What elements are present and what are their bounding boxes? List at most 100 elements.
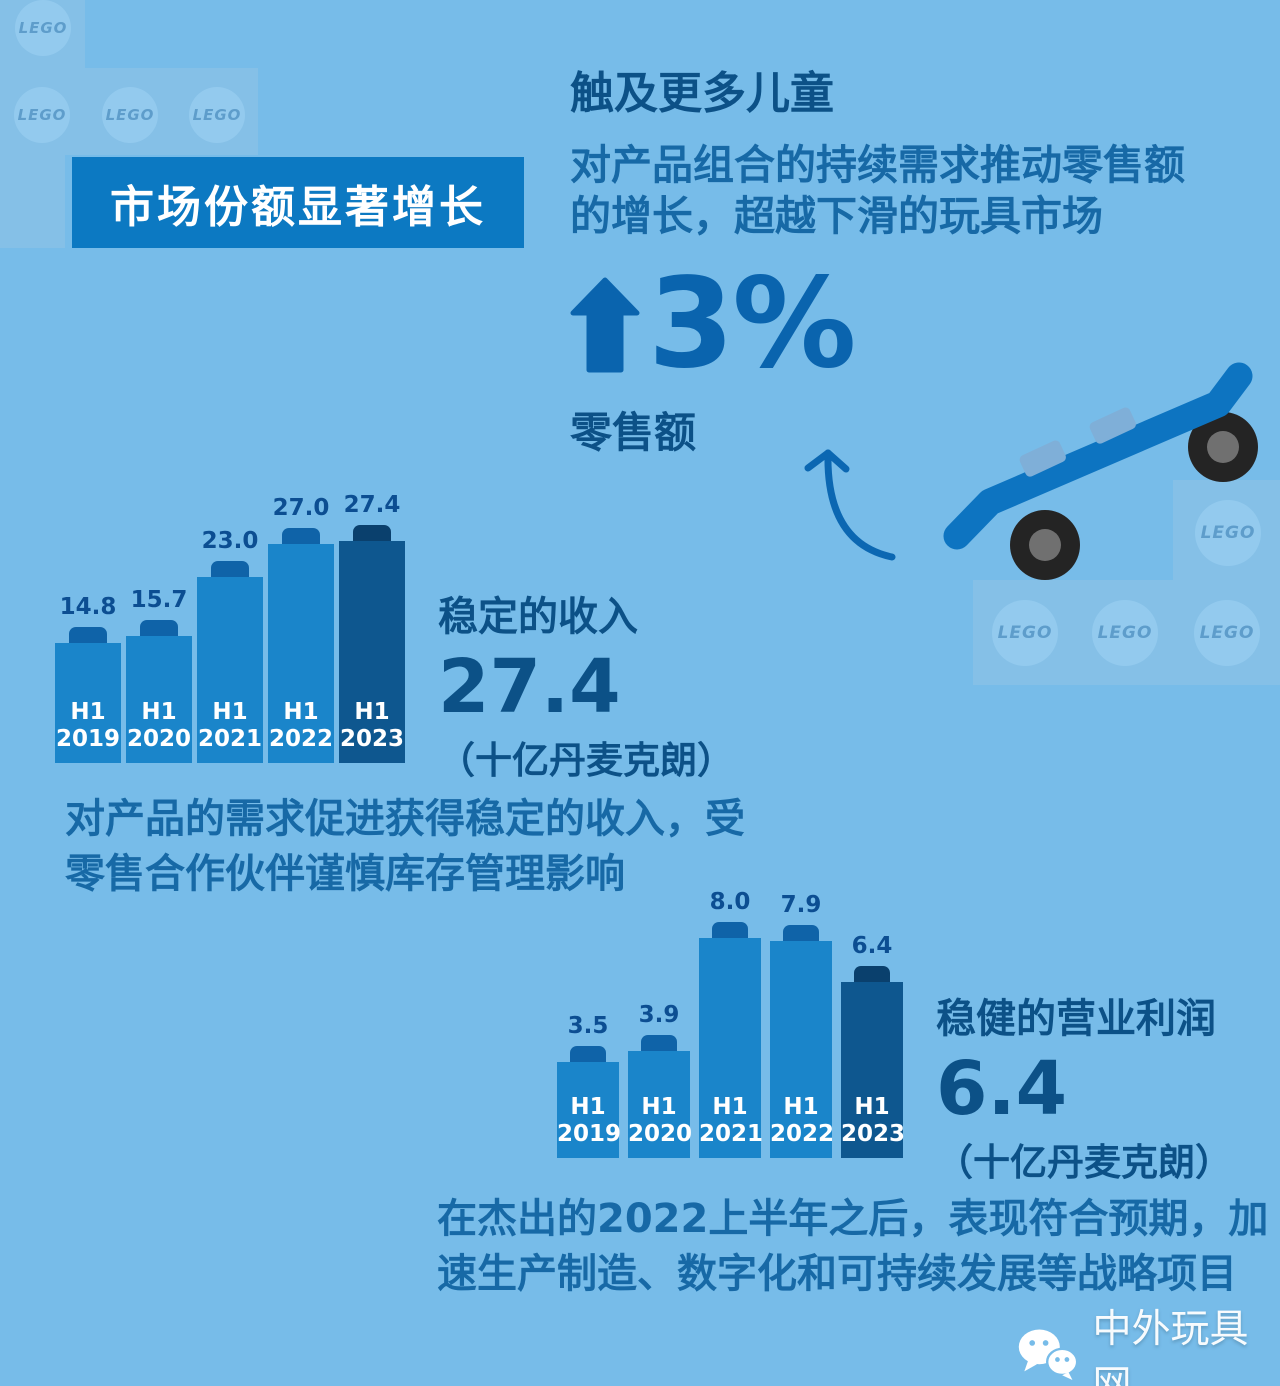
skateboard-wheel-icon	[1188, 412, 1258, 482]
bar-category-label: H1 2023	[841, 1093, 906, 1147]
bar-value-label: 3.9	[638, 1002, 680, 1028]
up-arrow-icon	[570, 277, 640, 373]
wechat-icon	[1018, 1329, 1079, 1381]
lego-brick: LEGO	[0, 0, 85, 68]
bar-h1-2020: 3.9 H1 2020	[628, 1002, 693, 1158]
bar-value-label: 14.8	[59, 594, 117, 620]
bar-stud	[353, 525, 391, 541]
bar-category-label: H1 2020	[628, 1093, 693, 1147]
bar-body: H1 2023	[339, 541, 405, 763]
watermark-label: 中外玩具网	[1092, 1307, 1249, 1386]
reach-body: 对产品组合的持续需求推动零售额 的增长，超越下滑的玩具市场	[570, 140, 1230, 242]
lego-stud-label: LEGO	[1199, 623, 1255, 643]
bar-body: H1 2020	[126, 636, 192, 763]
revenue-unit-label: （十亿丹麦克朗）	[438, 739, 734, 783]
lego-stud-icon: LEGO	[102, 87, 158, 143]
bar-value-label: 27.0	[272, 495, 330, 521]
bar-category-label: H1 2023	[339, 698, 404, 752]
bar-value-label: 3.5	[567, 1013, 609, 1039]
bar-stud	[712, 922, 748, 938]
watermark: 中外玩具网	[1018, 1298, 1280, 1386]
bar-body: H1 2022	[268, 544, 334, 763]
bar-h1-2023: 6.4 H1 2023	[841, 933, 906, 1158]
bar-h1-2020: 15.7 H1 2020	[126, 587, 192, 763]
skateboard-wheel-icon	[1010, 510, 1080, 580]
bar-body: H1 2019	[55, 643, 121, 763]
reach-section: 触及更多儿童 对产品组合的持续需求推动零售额 的增长，超越下滑的玩具市场 3% …	[570, 68, 1230, 460]
bar-category-label: H1 2020	[126, 698, 191, 752]
revenue-chart: 14.8 H1 2019 15.7 H1 2020 23.0 H1 2021 27.0 H1 2022…	[55, 463, 405, 763]
bar-body: H1 2020	[628, 1051, 693, 1158]
title-badge: 市场份额显著增长	[72, 157, 524, 248]
lego-brick: LEGO	[1173, 480, 1280, 580]
lego-stud-label: LEGO	[997, 623, 1053, 643]
operating-profit-unit-label: （十亿丹麦克朗）	[936, 1141, 1232, 1185]
bar-category-label: H1 2021	[699, 1093, 764, 1147]
operating-profit-highlight-value: 6.4	[936, 1046, 1068, 1132]
bar-h1-2019: 14.8 H1 2019	[55, 594, 121, 763]
lego-stud-label: LEGO	[1200, 523, 1256, 543]
bar-value-label: 23.0	[201, 528, 259, 554]
bar-category-label: H1 2021	[197, 698, 262, 752]
lego-stud-icon: LEGO	[15, 0, 71, 56]
lego-stud-icon: LEGO	[1195, 500, 1261, 566]
operating-profit-note-line: 在杰出的2022上半年之后，表现符合预期，加	[437, 1196, 1269, 1242]
bar-body: H1 2021	[699, 938, 764, 1158]
bar-h1-2022: 7.9 H1 2022	[770, 892, 835, 1158]
lego-stud-icon: LEGO	[14, 87, 70, 143]
bar-h1-2023: 27.4 H1 2023	[339, 492, 405, 763]
bar-category-label: H1 2019	[55, 698, 120, 752]
operating-profit-caption: 稳健的营业利润 6.4 （十亿丹麦克朗）	[936, 986, 1232, 1186]
lego-stud-label: LEGO	[105, 106, 155, 124]
revenue-highlight-value: 27.4	[438, 644, 621, 730]
lego-stud-label: LEGO	[192, 106, 242, 124]
bar-category-label: H1 2022	[770, 1093, 835, 1147]
bar-body: H1 2022	[770, 941, 835, 1158]
operating-profit-note-line: 速生产制造、数字化和可持续发展等战略项目	[437, 1251, 1237, 1298]
deck-stud	[1019, 440, 1066, 477]
lego-brick	[0, 155, 65, 248]
bar-stud	[641, 1035, 677, 1051]
lego-brick: LEGO LEGO LEGO	[0, 68, 258, 155]
operating-profit-chart: 3.5 H1 2019 3.9 H1 2020 8.0 H1 2021 7.9 H1 2022 6.4 H…	[557, 858, 906, 1158]
bar-h1-2019: 3.5 H1 2019	[557, 1013, 622, 1158]
deck-stud	[1089, 407, 1136, 444]
stat-caption: 零售额	[570, 407, 697, 457]
bar-value-label: 8.0	[709, 889, 751, 915]
revenue-caption: 稳定的收入 27.4 （十亿丹麦克朗）	[438, 584, 734, 784]
operating-profit-title: 稳健的营业利润	[936, 996, 1216, 1042]
bar-h1-2021: 8.0 H1 2021	[699, 889, 764, 1158]
reach-heading: 触及更多儿童	[570, 68, 834, 119]
lego-stud-label: LEGO	[17, 106, 67, 124]
revenue-note-line: 对产品的需求促进获得稳定的收入，受	[65, 796, 745, 842]
curved-arrow-icon	[804, 449, 896, 561]
lego-stud-icon: LEGO	[189, 87, 245, 143]
title-badge-label: 市场份额显著增长	[110, 181, 486, 233]
operating-profit-note: 在杰出的2022上半年之后，表现符合预期，加 速生产制造、数字化和可持续发展等战…	[437, 1192, 1268, 1302]
bar-value-label: 6.4	[851, 933, 893, 959]
bar-stud	[854, 966, 890, 982]
skateboard-deck	[943, 362, 1253, 550]
bar-stud	[570, 1046, 606, 1062]
bar-body: H1 2021	[197, 577, 263, 763]
lego-stud-icon: LEGO	[992, 600, 1058, 666]
reach-body-line: 的增长，超越下滑的玩具市场	[570, 192, 1103, 241]
bar-body: H1 2019	[557, 1062, 622, 1158]
bar-value-label: 27.4	[343, 492, 401, 518]
bar-body: H1 2023	[841, 982, 906, 1158]
retail-growth-stat: 3%	[570, 252, 1230, 397]
lego-stud-label: LEGO	[1097, 623, 1153, 643]
lego-stud-icon: LEGO	[1194, 600, 1260, 666]
bar-value-label: 7.9	[780, 892, 822, 918]
bar-h1-2021: 23.0 H1 2021	[197, 528, 263, 763]
bar-stud	[282, 528, 320, 544]
stat-value: 3%	[648, 252, 857, 397]
bar-h1-2022: 27.0 H1 2022	[268, 495, 334, 763]
skateboard-illustration	[943, 362, 1258, 580]
lego-stud-label: LEGO	[18, 19, 68, 37]
bar-category-label: H1 2022	[268, 698, 333, 752]
revenue-note-line: 零售合作伙伴谨慎库存管理影响	[65, 851, 625, 898]
bar-category-label: H1 2019	[557, 1093, 622, 1147]
revenue-note: 对产品的需求促进获得稳定的收入，受 零售合作伙伴谨慎库存管理影响	[65, 792, 745, 902]
